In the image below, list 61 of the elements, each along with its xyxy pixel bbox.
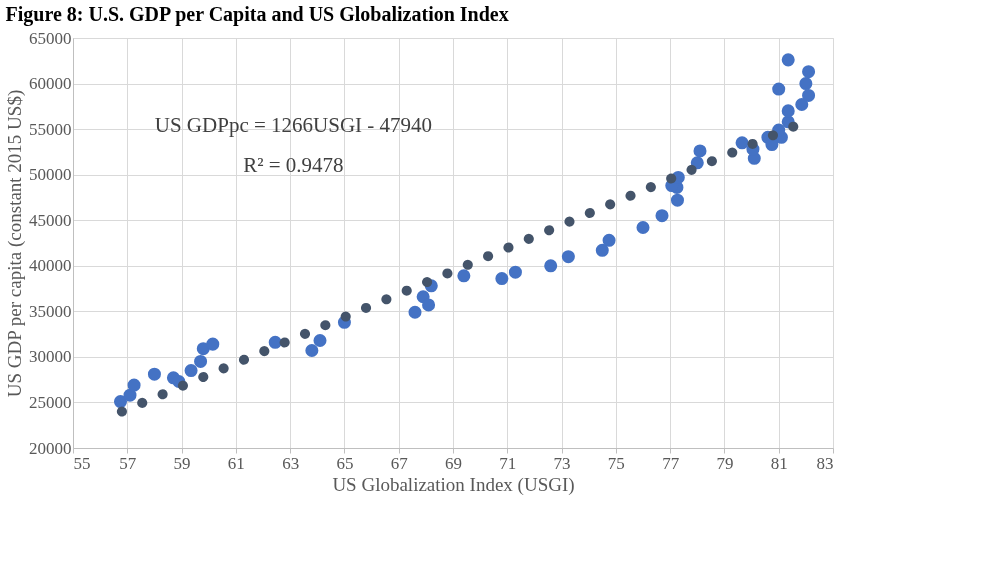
point xyxy=(561,250,575,264)
point xyxy=(781,104,795,118)
annotation: US GDPpc = 1266USGI - 47940 xyxy=(154,113,433,138)
y-tick-label: 65000 xyxy=(29,28,72,48)
x-axis-title: US Globalization Index (USGI) xyxy=(332,473,575,496)
x-tick-label: 79 xyxy=(716,453,734,473)
x-tick-label: 59 xyxy=(173,453,191,473)
y-tick-label: 40000 xyxy=(29,256,72,276)
point xyxy=(772,82,786,96)
point xyxy=(602,233,616,247)
x-tick-label: 81 xyxy=(770,453,788,473)
y-tick-label: 35000 xyxy=(29,301,72,321)
point xyxy=(781,53,795,67)
y-tick-label: 45000 xyxy=(29,210,72,230)
point xyxy=(544,259,558,273)
point xyxy=(799,77,813,91)
x-tick-label: 57 xyxy=(119,453,137,473)
point xyxy=(268,335,282,349)
point xyxy=(508,265,522,279)
point xyxy=(184,364,198,378)
y-tick-label: 25000 xyxy=(29,392,72,412)
x-tick-label: 61 xyxy=(227,453,245,473)
point xyxy=(795,98,809,112)
x-tick-label: 71 xyxy=(499,453,517,473)
point xyxy=(206,337,220,351)
point xyxy=(802,65,816,79)
point xyxy=(194,354,208,368)
y-tick-label: 55000 xyxy=(29,119,72,139)
x-tick-label: 75 xyxy=(607,453,625,473)
y-tick-label: 20000 xyxy=(29,438,72,458)
point xyxy=(636,221,650,235)
point xyxy=(408,305,422,319)
point xyxy=(113,395,128,409)
point xyxy=(595,243,609,257)
point xyxy=(802,88,816,102)
point xyxy=(735,136,749,150)
x-tick-label: 73 xyxy=(553,453,571,473)
y-tick-label: 50000 xyxy=(29,165,72,185)
x-tick-label: 65 xyxy=(336,453,354,473)
x-tick-label: 77 xyxy=(662,453,680,473)
y-axis-title: US GDP per capita (constant 2015 US$) xyxy=(4,89,26,398)
point xyxy=(305,344,319,358)
point xyxy=(127,378,141,392)
x-tick-label: 83 xyxy=(816,453,834,473)
point xyxy=(495,272,509,286)
x-tick-label: 67 xyxy=(390,453,409,473)
point xyxy=(457,269,471,283)
point xyxy=(147,367,161,381)
point xyxy=(655,209,669,223)
annotation: R² = 0.9478 xyxy=(243,153,344,178)
point xyxy=(313,333,327,347)
point xyxy=(196,342,210,356)
point xyxy=(670,193,684,207)
point xyxy=(693,144,707,158)
y-tick-label: 30000 xyxy=(29,347,72,367)
x-tick-label: 69 xyxy=(445,453,462,473)
chart-title: Figure 8: U.S. GDP per Capita and US Globalization Index xyxy=(5,3,509,26)
point xyxy=(422,298,436,312)
x-tick-label: 55 xyxy=(73,453,91,473)
y-tick-label: 60000 xyxy=(29,74,72,94)
x-tick-label: 63 xyxy=(282,453,300,473)
